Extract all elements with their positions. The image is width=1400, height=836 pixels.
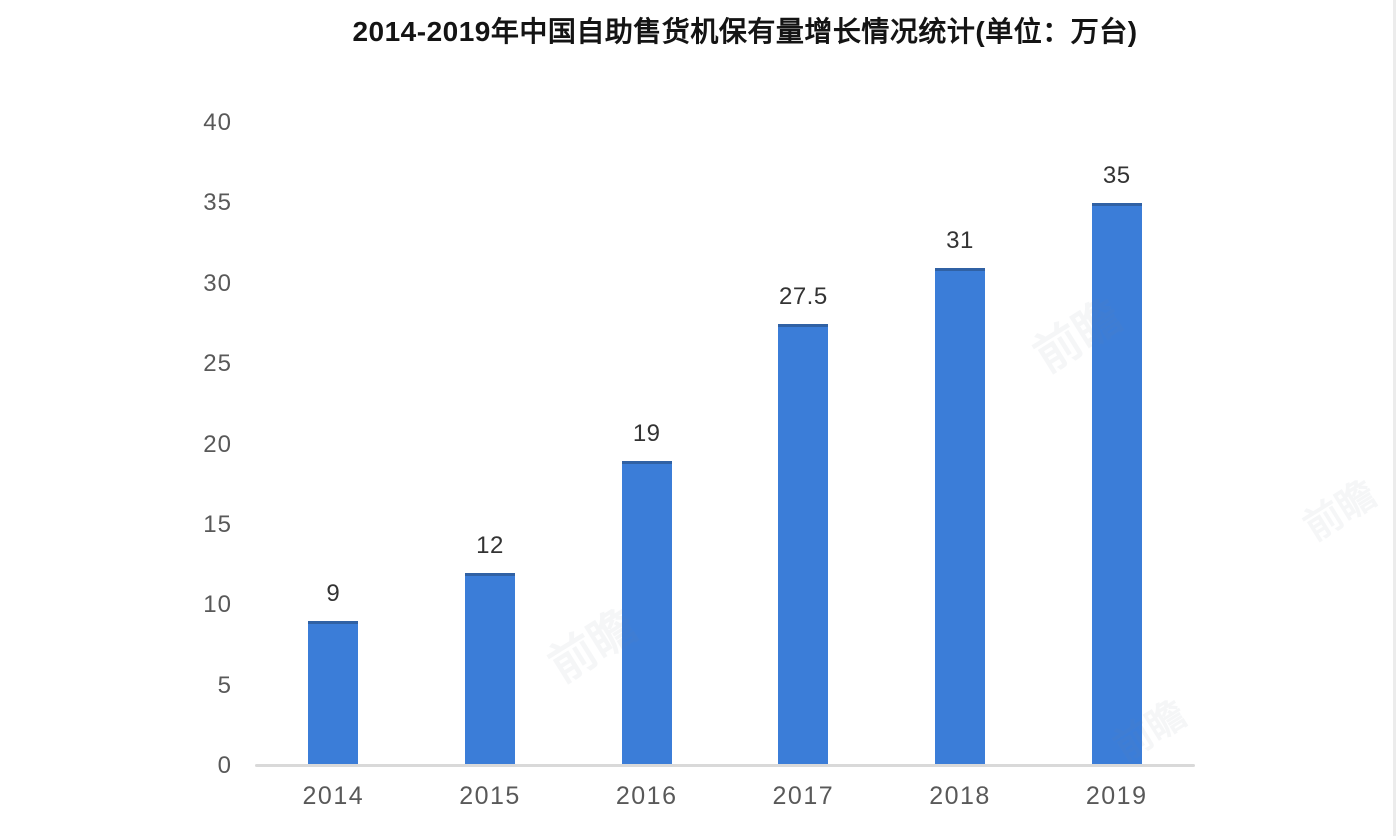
bar-value-label: 12 bbox=[476, 532, 504, 560]
bar-2019 bbox=[1091, 203, 1142, 766]
y-tick-label: 10 bbox=[203, 591, 232, 619]
x-tick-label: 2016 bbox=[615, 782, 678, 810]
y-axis: 0 5 10 15 20 25 30 35 40 bbox=[0, 109, 232, 779]
y-tick-label: 0 bbox=[217, 752, 232, 779]
bar-slot: 31 bbox=[882, 123, 1039, 766]
bar-2014 bbox=[308, 621, 359, 766]
x-tick-label: 2018 bbox=[929, 782, 991, 810]
x-tick-label: 2014 bbox=[302, 782, 365, 810]
bar-value-label: 19 bbox=[632, 419, 661, 447]
bar-2015 bbox=[465, 573, 515, 766]
bar-2017 bbox=[778, 323, 829, 766]
y-tick-label: 35 bbox=[203, 189, 232, 217]
bar-slot: 12 bbox=[412, 123, 569, 766]
x-axis: 2014 2015 2016 2017 2018 2019 bbox=[255, 782, 1195, 811]
screenshot-edge-line bbox=[1393, 0, 1396, 836]
bar-slot: 27.5 bbox=[725, 123, 882, 766]
x-tick-label: 2015 bbox=[459, 782, 521, 810]
y-tick-label: 25 bbox=[203, 350, 232, 378]
bar-2016 bbox=[621, 460, 672, 766]
x-tick-label: 2019 bbox=[1085, 782, 1148, 810]
x-axis-line bbox=[255, 764, 1195, 767]
y-tick-label: 20 bbox=[203, 430, 232, 458]
bar-value-label: 27.5 bbox=[778, 282, 828, 310]
bar-value-label: 31 bbox=[946, 226, 974, 254]
x-tick-label: 2017 bbox=[772, 782, 835, 810]
plot-area: 9 12 19 27.5 31 35 bbox=[255, 123, 1195, 766]
y-tick-label: 40 bbox=[203, 109, 232, 136]
chart-title: 2014-2019年中国自助售货机保有量增长情况统计(单位：万台) bbox=[352, 16, 1138, 47]
bar-value-label: 35 bbox=[1102, 162, 1131, 190]
y-tick-label: 5 bbox=[217, 671, 232, 699]
bar-2018 bbox=[935, 267, 986, 766]
y-tick-label: 15 bbox=[203, 510, 232, 538]
bar-slot: 35 bbox=[1038, 123, 1195, 766]
y-tick-label: 30 bbox=[203, 269, 232, 297]
watermark-text: 前瞻 bbox=[1297, 473, 1384, 550]
bar-slot: 19 bbox=[568, 123, 725, 766]
bar-value-label: 9 bbox=[326, 580, 341, 608]
bar-slot: 9 bbox=[255, 123, 412, 766]
